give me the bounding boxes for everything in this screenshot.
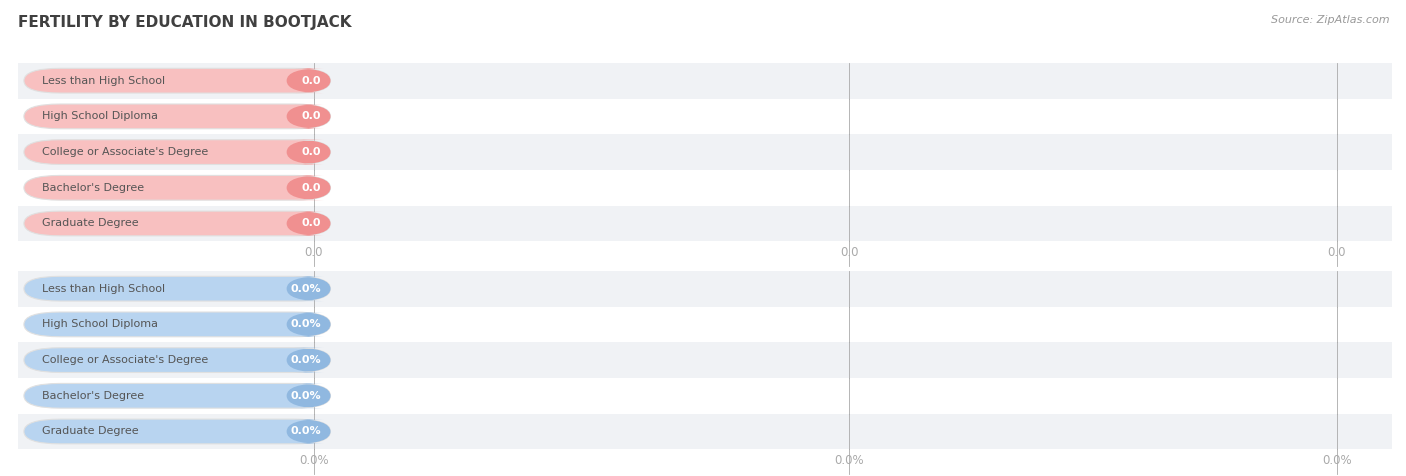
FancyBboxPatch shape xyxy=(18,241,1392,266)
FancyBboxPatch shape xyxy=(24,104,330,129)
FancyBboxPatch shape xyxy=(24,312,330,337)
Text: High School Diploma: High School Diploma xyxy=(42,111,159,121)
Text: 0.0: 0.0 xyxy=(1327,246,1346,259)
Text: 0.0: 0.0 xyxy=(304,246,323,259)
Text: High School Diploma: High School Diploma xyxy=(42,319,159,329)
Text: Source: ZipAtlas.com: Source: ZipAtlas.com xyxy=(1271,15,1389,25)
FancyBboxPatch shape xyxy=(24,419,330,444)
Text: 0.0: 0.0 xyxy=(301,111,321,121)
FancyBboxPatch shape xyxy=(287,384,330,408)
FancyBboxPatch shape xyxy=(24,276,330,301)
FancyBboxPatch shape xyxy=(24,68,330,93)
Text: Bachelor's Degree: Bachelor's Degree xyxy=(42,391,145,401)
Text: Graduate Degree: Graduate Degree xyxy=(42,426,139,436)
Text: 0.0%: 0.0% xyxy=(1322,454,1351,467)
FancyBboxPatch shape xyxy=(287,312,330,337)
FancyBboxPatch shape xyxy=(18,206,1392,241)
Text: 0.0: 0.0 xyxy=(301,147,321,157)
FancyBboxPatch shape xyxy=(24,175,330,200)
FancyBboxPatch shape xyxy=(18,449,1392,474)
FancyBboxPatch shape xyxy=(24,211,330,236)
FancyBboxPatch shape xyxy=(287,276,330,301)
FancyBboxPatch shape xyxy=(24,384,330,408)
Text: College or Associate's Degree: College or Associate's Degree xyxy=(42,355,208,365)
Text: Less than High School: Less than High School xyxy=(42,76,166,86)
FancyBboxPatch shape xyxy=(18,134,1392,170)
FancyBboxPatch shape xyxy=(18,63,1392,99)
Text: 0.0%: 0.0% xyxy=(835,454,865,467)
Text: 0.0%: 0.0% xyxy=(290,391,321,401)
FancyBboxPatch shape xyxy=(287,347,330,372)
Text: 0.0%: 0.0% xyxy=(290,426,321,436)
Text: 0.0: 0.0 xyxy=(301,76,321,86)
Text: FERTILITY BY EDUCATION IN BOOTJACK: FERTILITY BY EDUCATION IN BOOTJACK xyxy=(18,15,352,30)
FancyBboxPatch shape xyxy=(287,104,330,129)
FancyBboxPatch shape xyxy=(287,175,330,200)
Text: 0.0%: 0.0% xyxy=(299,454,329,467)
FancyBboxPatch shape xyxy=(24,347,330,372)
FancyBboxPatch shape xyxy=(18,170,1392,206)
Text: 0.0: 0.0 xyxy=(301,218,321,228)
FancyBboxPatch shape xyxy=(24,140,330,165)
FancyBboxPatch shape xyxy=(18,342,1392,378)
Text: 0.0%: 0.0% xyxy=(290,319,321,329)
Text: 0.0: 0.0 xyxy=(841,246,859,259)
Text: 0.0%: 0.0% xyxy=(290,355,321,365)
FancyBboxPatch shape xyxy=(18,271,1392,307)
Text: Less than High School: Less than High School xyxy=(42,284,166,294)
Text: Graduate Degree: Graduate Degree xyxy=(42,218,139,228)
Text: College or Associate's Degree: College or Associate's Degree xyxy=(42,147,208,157)
FancyBboxPatch shape xyxy=(287,68,330,93)
Text: 0.0: 0.0 xyxy=(301,183,321,193)
Text: 0.0%: 0.0% xyxy=(290,284,321,294)
FancyBboxPatch shape xyxy=(18,99,1392,134)
FancyBboxPatch shape xyxy=(18,307,1392,342)
FancyBboxPatch shape xyxy=(287,419,330,444)
FancyBboxPatch shape xyxy=(287,211,330,236)
FancyBboxPatch shape xyxy=(18,378,1392,414)
Text: Bachelor's Degree: Bachelor's Degree xyxy=(42,183,145,193)
FancyBboxPatch shape xyxy=(18,414,1392,449)
FancyBboxPatch shape xyxy=(287,140,330,165)
